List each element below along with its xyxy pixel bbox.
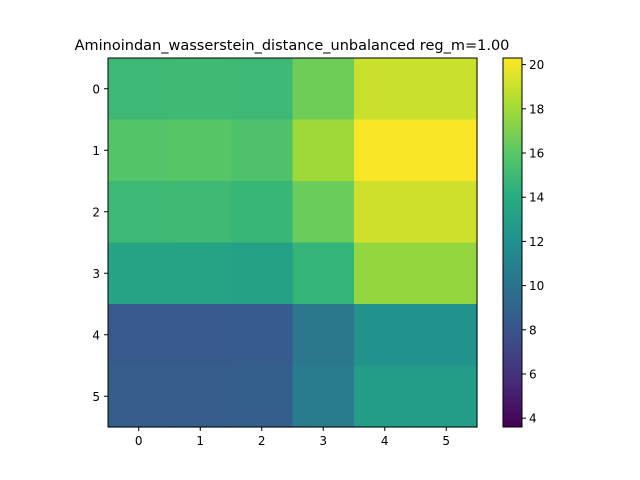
y-tick-label: 0: [92, 82, 100, 96]
heatmap-cell-r0-c4: [354, 58, 417, 121]
heatmap-cell-r4-c2: [231, 304, 294, 367]
colorbar-tick-label: 16: [529, 147, 544, 161]
x-tick-label: 4: [381, 434, 389, 448]
colorbar-tick-label: 4: [529, 412, 537, 426]
heatmap-cell-r5-c0: [108, 365, 171, 428]
heatmap-cell-r1-c5: [415, 119, 478, 182]
colorbar-tick-label: 18: [529, 102, 544, 116]
x-tick-label: 0: [135, 434, 143, 448]
heatmap-cell-r3-c1: [169, 242, 232, 305]
colorbar-tick-label: 14: [529, 191, 544, 205]
heatmap-cells: [108, 58, 478, 428]
chart-title: Aminoindan_wasserstein_distance_unbalanc…: [75, 38, 510, 54]
x-tick-label: 1: [196, 434, 204, 448]
heatmap-cell-r1-c1: [169, 119, 232, 182]
heatmap-cell-r5-c3: [292, 365, 355, 428]
heatmap-cell-r3-c5: [415, 242, 478, 305]
heatmap-cell-r3-c0: [108, 242, 171, 305]
colorbar-tick-label: 20: [529, 58, 544, 72]
heatmap-cell-r5-c4: [354, 365, 417, 428]
heatmap-cell-r3-c3: [292, 242, 355, 305]
x-tick-label: 5: [442, 434, 450, 448]
heatmap-cell-r1-c4: [354, 119, 417, 182]
heatmap-cell-r4-c5: [415, 304, 478, 367]
colorbar-tick-label: 8: [529, 323, 537, 337]
y-tick-label: 5: [92, 390, 100, 404]
x-tick-label: 3: [319, 434, 327, 448]
heatmap-cell-r5-c1: [169, 365, 232, 428]
plot-frame: [107, 57, 478, 428]
x-axis: 0 1 2 3 4 5: [135, 427, 450, 448]
heatmap-cell-r0-c3: [292, 58, 355, 121]
colorbar-tick-label: 12: [529, 235, 544, 249]
heatmap-cell-r2-c1: [169, 181, 232, 244]
heatmap-cell-r4-c3: [292, 304, 355, 367]
y-tick-label: 4: [92, 328, 100, 342]
heatmap-cell-r2-c4: [354, 181, 417, 244]
heatmap-cell-r2-c5: [415, 181, 478, 244]
heatmap-cell-r3-c4: [354, 242, 417, 305]
heatmap-cell-r0-c2: [231, 58, 294, 121]
y-tick-label: 1: [92, 144, 100, 158]
heatmap-cell-r2-c3: [292, 181, 355, 244]
colorbar: [502, 57, 523, 428]
colorbar-tick-label: 6: [529, 367, 537, 381]
heatmap-cell-r2-c2: [231, 181, 294, 244]
heatmap-cell-r0-c1: [169, 58, 232, 121]
y-tick-label: 2: [92, 205, 100, 219]
heatmap-cell-r0-c5: [415, 58, 478, 121]
heatmap-cell-r0-c0: [108, 58, 171, 121]
heatmap-cell-r3-c2: [231, 242, 294, 305]
heatmap-cell-r1-c3: [292, 119, 355, 182]
heatmap-cell-r2-c0: [108, 181, 171, 244]
x-tick-label: 2: [258, 434, 266, 448]
heatmap-cell-r1-c0: [108, 119, 171, 182]
y-tick-label: 3: [92, 267, 100, 281]
heatmap-cell-r1-c2: [231, 119, 294, 182]
y-axis: 0 1 2 3 4 5: [92, 82, 108, 404]
heatmap-cell-r4-c4: [354, 304, 417, 367]
colorbar-tick-label: 10: [529, 279, 544, 293]
colorbar-axis: 4 6 8 10 12 14 16 18 20: [522, 58, 544, 426]
heatmap-cell-r4-c0: [108, 304, 171, 367]
heatmap-cell-r4-c1: [169, 304, 232, 367]
heatmap-cell-r5-c5: [415, 365, 478, 428]
heatmap-cell-r5-c2: [231, 365, 294, 428]
